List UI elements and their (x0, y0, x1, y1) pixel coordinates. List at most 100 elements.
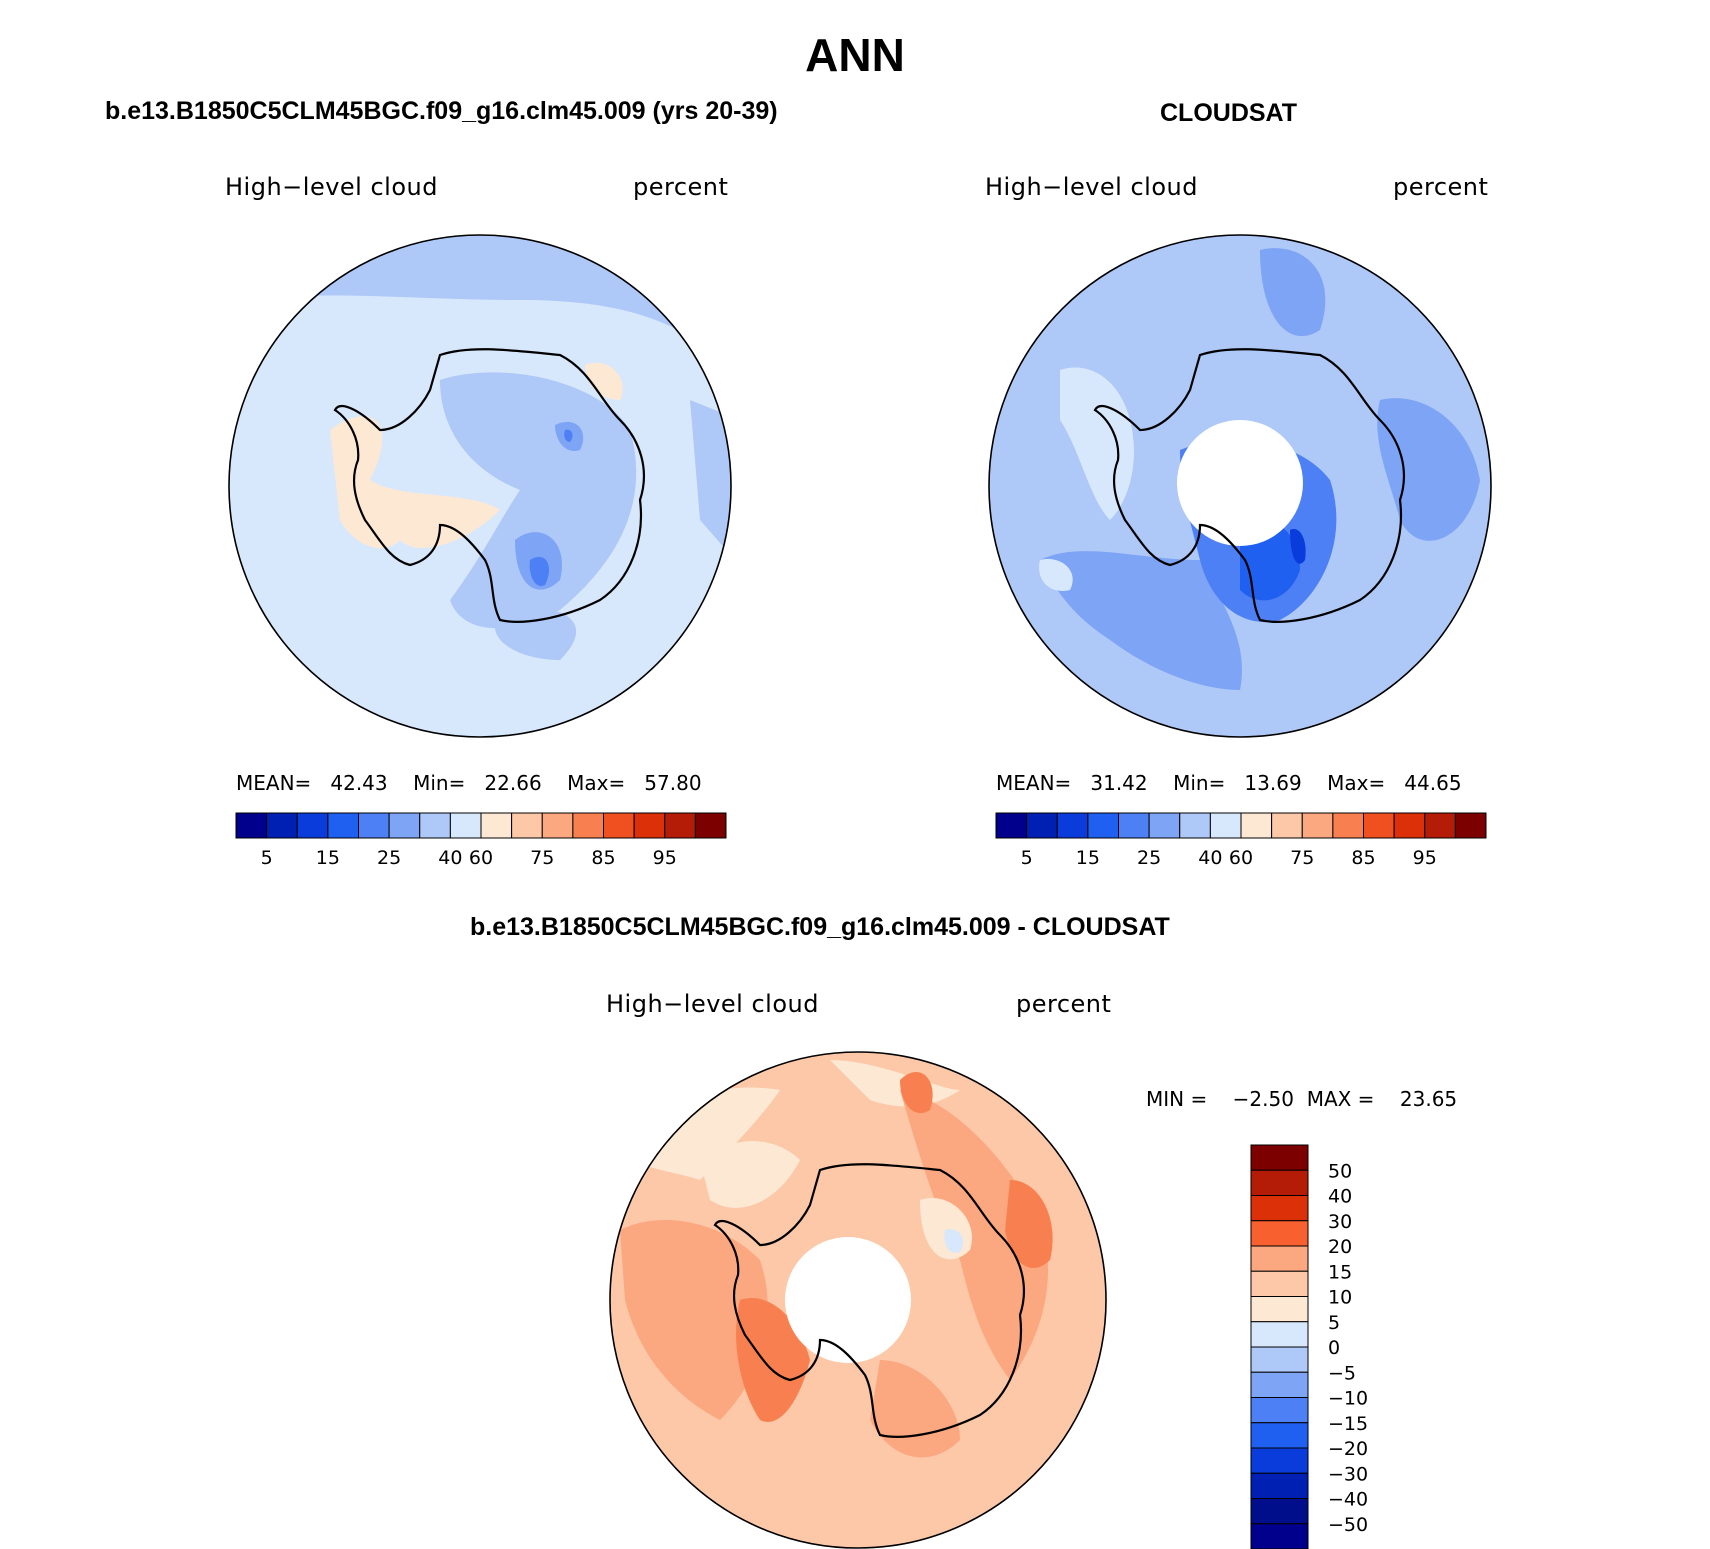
panel-2-pole-mask (1177, 420, 1303, 546)
panel-3-colorbar-swatch (1250, 1346, 1309, 1373)
panel-3-colorbar-tick-label: 10 (1328, 1287, 1352, 1309)
panel-3-units: percent (1016, 990, 1112, 1018)
panel-2-colorbar-swatch (1087, 812, 1119, 839)
page-title: ANN (805, 29, 905, 81)
panel-1-colorbar-tick-label: 5 (261, 847, 273, 869)
panel-1-contours (229, 235, 731, 737)
panel-1-units: percent (633, 173, 729, 201)
panel-2-max-value: 44.65 (1404, 771, 1462, 795)
panel-3-colorbar-swatch (1250, 1321, 1309, 1348)
panel-1-colorbar-swatch (449, 812, 482, 839)
panel-2-colorbar-tick-label: 15 (1076, 847, 1100, 869)
panel-3-min-value: −2.50 (1232, 1087, 1294, 1111)
panel-3-colorbar-swatch (1250, 1245, 1309, 1272)
panel-3-max-value: 23.65 (1399, 1087, 1458, 1111)
panel-1-colorbar-swatch (388, 812, 421, 839)
panel-3-colorbar-tick-label: −30 (1328, 1463, 1368, 1485)
panel-3-colorbar-tick-label: −5 (1328, 1362, 1356, 1384)
panel-3-colorbar-swatch (1250, 1169, 1309, 1196)
panel-2-colorbar-tick-label: 95 (1413, 847, 1437, 869)
panel-1-stats: MEAN= 42.43 Min= 22.66 Max= 57.80 (236, 771, 702, 795)
panel-1-colorbar-swatch (327, 812, 359, 839)
panel-2-max-label: Max= (1327, 771, 1386, 795)
panel-2-variable: High−level cloud (985, 173, 1198, 201)
panel-3-colorbar-tick-label: 20 (1328, 1236, 1352, 1258)
panel-3-colorbar-swatch (1250, 1447, 1309, 1474)
panel-2-min-value: 13.69 (1244, 771, 1302, 795)
panel-3-colorbar-tick-label: −40 (1328, 1489, 1368, 1511)
panel-2-colorbar-tick-label: 60 (1229, 847, 1253, 869)
panel-2-coastline (1093, 348, 1405, 623)
panel-1-max-value: 57.80 (644, 771, 702, 795)
panel-1-colorbar-tick-label: 15 (316, 847, 340, 869)
panel-2-colorbar-swatch (1209, 812, 1242, 839)
panel-3-colorbar-tick-label: 40 (1328, 1186, 1352, 1208)
panel-1-colorbar-tick-label: 75 (530, 847, 554, 869)
panel-1-min-value: 22.66 (484, 771, 542, 795)
panel-3-colorbar-tick-label: 5 (1328, 1312, 1340, 1334)
panel-2-colorbar-swatch (1363, 812, 1395, 839)
panel-1-colorbar-swatch (480, 812, 513, 839)
panel-2-title: CLOUDSAT (1160, 99, 1298, 127)
panel-3-colorbar-swatch (1250, 1296, 1309, 1323)
panel-3-colorbar-tick-label: 50 (1328, 1160, 1352, 1182)
panel-1-colorbar-swatch (603, 812, 635, 839)
panel-3-variable: High−level cloud (606, 990, 819, 1018)
panel-3-colorbar-swatch (1250, 1270, 1309, 1297)
panel-3-colorbar-tick-label: 30 (1328, 1211, 1352, 1233)
panel-1-min-label: Min= (413, 771, 466, 795)
panel-1-colorbar-swatch (358, 812, 390, 839)
panel-1-colorbar-swatch (511, 812, 543, 839)
panel-1-colorbar-swatch (664, 812, 696, 839)
panel-3-colorbar-swatch (1250, 1523, 1309, 1549)
panel-3-max-label: MAX = (1306, 1087, 1375, 1111)
panel-1-colorbar-swatch (266, 812, 298, 839)
panel-3-title: b.e13.B1850C5CLM45BGC.f09_g16.clm45.009 … (470, 913, 1170, 941)
panel-3-colorbar-swatch (1250, 1195, 1309, 1222)
panel-1-colorbar-swatch (572, 812, 604, 839)
panel-1-colorbar-swatch (694, 812, 727, 839)
panel-3-pole-mask (785, 1237, 911, 1363)
panel-2-mean-value: 31.42 (1090, 771, 1148, 795)
panel-3-colorbar-swatch (1250, 1220, 1309, 1247)
panel-1-mean-label: MEAN= (236, 771, 312, 795)
panel-3-min-label: MIN = (1146, 1087, 1208, 1111)
panel-2-colorbar-tick-label: 25 (1137, 847, 1161, 869)
panel-3-coastline (713, 1163, 1025, 1438)
panel-2-colorbar-tick-label: 75 (1290, 847, 1314, 869)
panel-1-mean-value: 42.43 (330, 771, 388, 795)
panel-2-colorbar-swatch (1454, 812, 1487, 839)
panel-3-colorbar-swatch (1250, 1472, 1309, 1499)
panel-2-stats: MEAN= 31.42 Min= 13.69 Max= 44.65 (996, 771, 1462, 795)
panel-3-colorbar-swatch (1250, 1422, 1309, 1449)
panel-1-colorbar-tick-label: 40 (438, 847, 462, 869)
panel-1-colorbar-swatch (296, 812, 329, 839)
panel-1-coastline (333, 348, 645, 623)
panel-3-colorbar-tick-label: −15 (1328, 1413, 1368, 1435)
panel-1-colorbar-tick-label: 60 (469, 847, 493, 869)
panel-2-colorbar-tick-label: 40 (1198, 847, 1222, 869)
panel-2-colorbar-swatch (1271, 812, 1303, 839)
panel-1-title: b.e13.B1850C5CLM45BGC.f09_g16.clm45.009 … (105, 97, 778, 125)
panel-1-variable: High−level cloud (225, 173, 438, 201)
panel-1-max-label: Max= (567, 771, 626, 795)
panel-1-colorbar-tick-label: 85 (591, 847, 615, 869)
panel-2-colorbar-swatch (1393, 812, 1426, 839)
panel-3-colorbar-tick-label: 15 (1328, 1261, 1352, 1283)
panel-1-colorbar-swatch (419, 812, 451, 839)
panel-3-colorbar-tick-label: −50 (1328, 1514, 1368, 1536)
panel-3-colorbar-swatch (1250, 1498, 1309, 1525)
panel-2-colorbar-tick-label: 5 (1021, 847, 1033, 869)
panel-3-stats: MIN = −2.50 MAX = 23.65 (1146, 1087, 1457, 1111)
panel-3-colorbar-tick-label: −20 (1328, 1438, 1368, 1460)
panel-1-colorbar-tick-label: 25 (377, 847, 401, 869)
panel-2-colorbar-swatch (1056, 812, 1089, 839)
panel-1-colorbar-tick-label: 95 (653, 847, 677, 869)
panel-2-colorbar-swatch (1148, 812, 1181, 839)
panel-3-colorbar-swatch (1250, 1397, 1309, 1424)
panel-3-colorbar-swatch (1250, 1144, 1309, 1171)
